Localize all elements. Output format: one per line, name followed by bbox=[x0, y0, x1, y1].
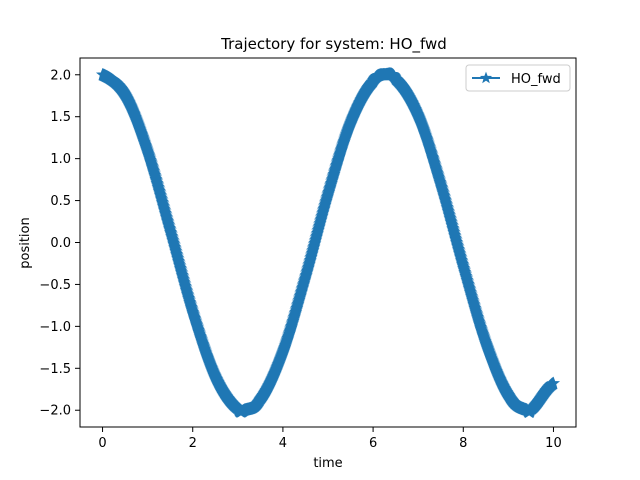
x-tick-label: 0 bbox=[98, 436, 106, 451]
legend-label: HO_fwd bbox=[511, 72, 561, 87]
legend: HO_fwd bbox=[465, 64, 571, 92]
series-layer bbox=[95, 67, 561, 418]
legend-star-icon bbox=[479, 71, 493, 84]
x-axis-label: time bbox=[313, 456, 342, 471]
y-tick-label: −2.0 bbox=[39, 404, 71, 419]
x-tick-label: 2 bbox=[189, 436, 197, 451]
y-tick-label: −1.0 bbox=[39, 320, 71, 335]
x-tick-label: 6 bbox=[369, 436, 377, 451]
chart-title: Trajectory for system: HO_fwd bbox=[220, 35, 447, 54]
x-axis: 0 2 4 6 8 10 bbox=[98, 427, 562, 451]
legend-box bbox=[465, 64, 571, 92]
y-axis-label: position bbox=[18, 217, 33, 269]
x-tick-label: 4 bbox=[279, 436, 287, 451]
y-tick-label: 0.0 bbox=[50, 236, 71, 251]
y-tick-label: −1.5 bbox=[39, 362, 71, 377]
series-markers bbox=[95, 67, 561, 418]
legend-star bbox=[479, 71, 493, 84]
y-tick-label: 1.0 bbox=[50, 152, 71, 167]
x-tick-label: 10 bbox=[545, 436, 562, 451]
y-tick-label: 2.0 bbox=[50, 68, 71, 83]
y-tick-label: −0.5 bbox=[39, 278, 71, 293]
y-tick-label: 1.5 bbox=[50, 110, 71, 125]
y-axis: −2.0 −1.5 −1.0 −0.5 0.0 0.5 1.0 1.5 2.0 bbox=[39, 68, 80, 419]
x-tick-label: 8 bbox=[459, 436, 467, 451]
y-tick-label: 0.5 bbox=[50, 194, 71, 209]
